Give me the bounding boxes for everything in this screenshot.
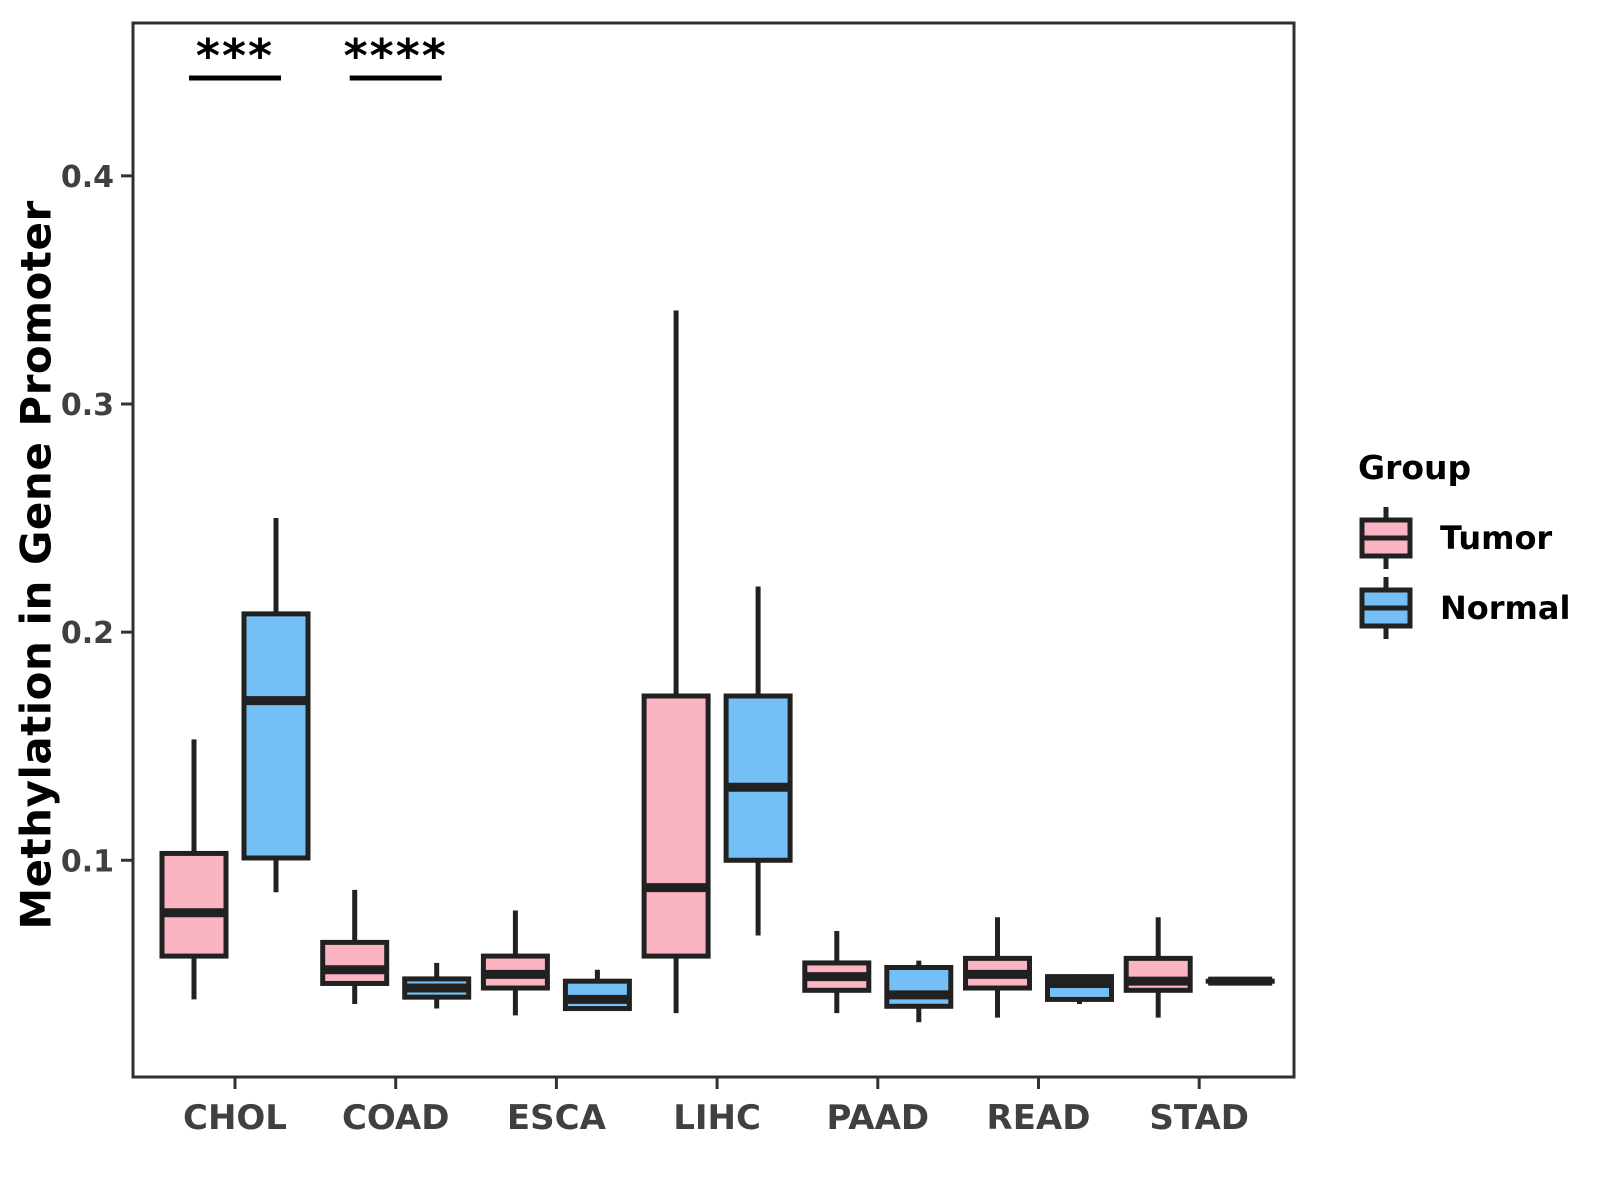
- x-tick-label-coad: COAD: [342, 1098, 449, 1138]
- x-tick-label-stad: STAD: [1149, 1098, 1249, 1138]
- x-tick-label-read: READ: [987, 1098, 1091, 1138]
- y-tick-label: 0.2: [61, 616, 114, 651]
- boxplot-normal-lihc-box: [723, 693, 793, 863]
- boxplot-tumor-coad-box: [320, 939, 390, 986]
- boxplot-tumor-lihc-box: [641, 693, 711, 959]
- legend-key-tumor-icon: [1359, 507, 1413, 569]
- legend-entry-tumor: Tumor: [1358, 503, 1570, 573]
- significance-stars-coad: ****: [344, 29, 448, 83]
- x-tick-label-paad: PAAD: [826, 1098, 929, 1138]
- boxplot-normal-paad-box: [884, 964, 954, 1009]
- boxplot-tumor-chol-box: [159, 850, 229, 959]
- legend: Group Tumor Normal: [1358, 448, 1570, 643]
- x-tick-label-chol: CHOL: [183, 1098, 287, 1138]
- y-tick-label: 0.4: [61, 160, 114, 195]
- x-tick-label-esca: ESCA: [507, 1098, 607, 1138]
- y-tick-label: 0.1: [61, 844, 114, 879]
- legend-label-normal: Normal: [1440, 589, 1571, 627]
- boxplot-normal-esca-box: [562, 978, 632, 1012]
- significance-stars-chol: ***: [196, 29, 274, 83]
- y-tick-label: 0.3: [61, 388, 114, 423]
- y-axis-title: Methylation in Gene Promoter: [11, 200, 61, 930]
- legend-label-tumor: Tumor: [1440, 519, 1553, 557]
- boxplot-normal-chol-box: [241, 611, 311, 861]
- legend-entry-normal: Normal: [1358, 573, 1570, 643]
- x-tick-label-lihc: LIHC: [673, 1098, 761, 1138]
- legend-title: Group: [1358, 448, 1472, 487]
- legend-key-normal-icon: [1359, 577, 1413, 639]
- panel-border: [131, 21, 1296, 1079]
